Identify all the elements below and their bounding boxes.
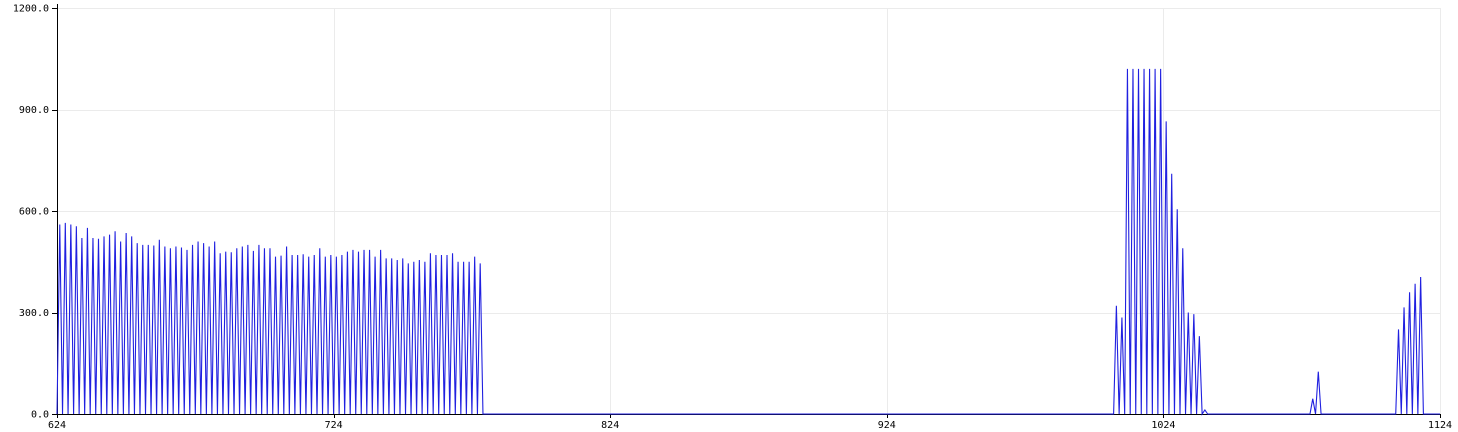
y-tick-label: 600.0 (19, 207, 49, 218)
x-tick-label: 924 (878, 420, 896, 431)
x-tick-label: 824 (601, 420, 619, 431)
y-tick-label: 1200.0 (13, 4, 49, 15)
x-tick-label: 1124 (1428, 420, 1452, 431)
y-tick-label: 0.0 (31, 410, 49, 421)
grid-layer (57, 8, 1441, 415)
x-tick-label: 724 (325, 420, 343, 431)
y-tick-label: 300.0 (19, 308, 49, 319)
tick-label-layer: 624 724 824 924 1024 1124 0.0 300.0 600.0 900.0 12… (13, 4, 1452, 432)
x-tick-label: 1024 (1151, 420, 1175, 431)
y-tick-label: 900.0 (19, 105, 49, 116)
series-layer (56, 68, 1440, 416)
x-tick-label: 624 (48, 420, 66, 431)
series-line (56, 68, 1440, 416)
